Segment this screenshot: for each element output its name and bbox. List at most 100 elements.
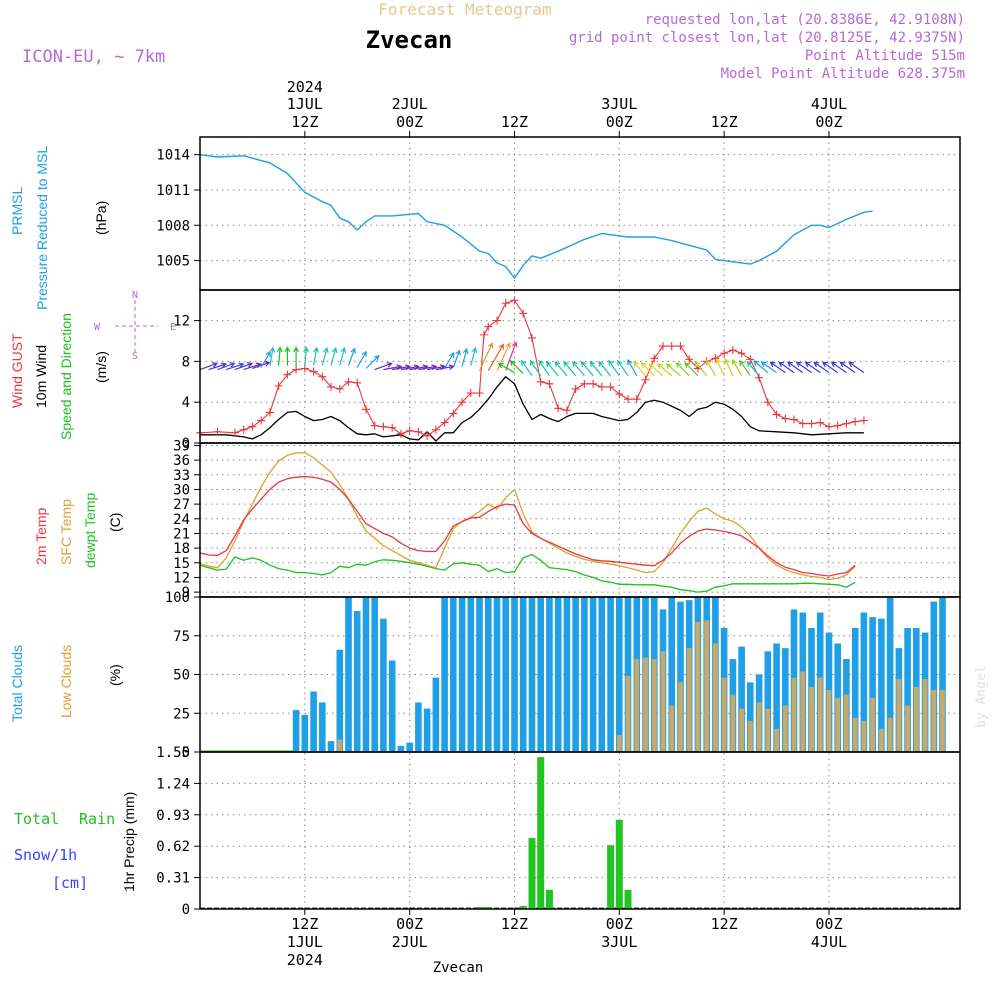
point-altitude: Point Altitude 515m [805,48,965,64]
wind-gust-marker [248,422,257,431]
wind-gust-marker [580,379,589,388]
wind-direction-arrow [694,360,708,377]
wind-direction-arrow [505,341,518,371]
precip-label-total: Total [14,810,59,828]
temp-ytick-label: 15 [173,556,190,572]
wind-direction-arrow [656,363,673,377]
total-clouds-bar [485,597,492,752]
wind-direction-arrow [813,361,830,374]
compass-w: W [94,322,101,333]
wind-gust-marker [571,384,580,393]
wind-gust-marker [484,322,493,331]
wind-gust-marker [510,296,519,305]
low-clouds-bar [660,651,666,753]
compass-s: S [132,351,138,362]
wind-direction-arrow [821,361,839,374]
wind-direction-arrow [760,361,777,374]
low-clouds-bar [704,620,710,753]
wind-gust-marker [458,398,467,407]
bottom-tick-hour: 00Z [815,915,842,933]
wind-direction-arrow [269,346,276,366]
wind-gust-marker [554,404,563,413]
total-clouds-bar [450,597,457,752]
precip-ytick-label: 0.31 [156,871,190,887]
top-tick-hour: 12Z [501,113,528,131]
wind-gust-marker [475,389,484,398]
wind-direction-arrow [545,360,559,377]
wind-direction-arrow [715,358,725,376]
low-clouds-bar [817,677,823,752]
wind-direction-arrow [830,361,847,374]
wind-direction-arrow [563,360,577,377]
wind-gust-marker [685,355,694,364]
wind-gust-marker [335,384,344,393]
rain-bar [476,907,483,909]
wind-direction-arrow [374,362,393,371]
wind-gust-marker [536,377,545,386]
total-clouds-bar [878,618,885,752]
wind-direction-arrow [199,362,219,371]
top-tick-date: 3JUL [601,95,637,113]
total-clouds-bar [773,643,780,752]
location-title: Zvecan [366,26,453,54]
total-clouds-bar [904,628,911,752]
pressure-label-2: Pressure Reduced to MSL [34,146,50,310]
compass-e: E [170,322,176,333]
wind-direction-arrow [365,354,380,369]
top-tick-hour: 00Z [606,113,633,131]
total-clouds-bar [589,597,597,752]
rain-bar [615,819,623,909]
wind-direction-arrow [276,346,283,366]
total-clouds-bar [371,597,378,752]
wind-direction-arrow [284,346,291,366]
wind-direction-arrow [303,346,309,366]
wind-gust-marker [650,354,659,363]
wind-gust-marker [641,375,650,384]
clouds-ytick-label: 0 [182,745,190,761]
total-clouds-bar [310,691,317,752]
wind-gust-marker [274,381,283,390]
wind-gust-marker [300,364,309,373]
clouds-label-1: Total Clouds [9,645,25,722]
low-clouds-bar [643,657,648,752]
top-title: Forecast Meteogram [378,0,551,19]
low-clouds-bar [678,682,683,753]
wind-direction-arrow [356,350,367,368]
wind-direction-arrow [795,361,812,374]
wind-direction-arrow [321,346,329,366]
temp-ytick-label: 30 [173,482,190,498]
sfc-temp-line [199,452,856,581]
wind-direction-arrow [226,362,245,371]
temp-ytick-label: 24 [173,512,190,528]
clouds-ytick-label: 25 [173,706,190,722]
low-clouds-bar [896,679,902,752]
wind-gust-marker [431,425,440,434]
wind-direction-arrow [724,358,734,376]
wind-gust-marker [842,419,851,428]
wind-gust-marker [414,427,423,436]
gridpoint-coords: grid point closest lon,lat (20.8125E, 42… [569,30,965,46]
wind-gust-marker [501,299,510,308]
wind-ytick-label: 0 [182,436,190,452]
panel-frames [199,136,961,910]
wind-direction-arrow [848,361,865,374]
wind-gust-marker [615,390,624,399]
temp-ytick-label: 33 [173,468,190,484]
dewpt-temp-line [199,553,856,593]
pressure-line [199,154,873,279]
pressure-ytick-label: 1005 [156,254,190,270]
total-clouds-bar [301,714,309,752]
wind-direction-arrow [786,361,804,374]
wind-direction-arrow [739,359,751,377]
total-clouds-bar [380,618,387,752]
precip-panel-frame [199,751,961,910]
total-clouds-bar [598,597,606,752]
precip-label-snow: Snow/1h [14,846,77,864]
wind-gust-marker [711,354,720,363]
wind-gust-marker [440,418,449,427]
low-clouds-bar [879,728,884,753]
precip-ytick-label: 0 [182,902,190,918]
low-clouds-bar [887,717,893,752]
wind-gust-marker [807,419,816,428]
top-tick-date: 1JUL [287,95,323,113]
